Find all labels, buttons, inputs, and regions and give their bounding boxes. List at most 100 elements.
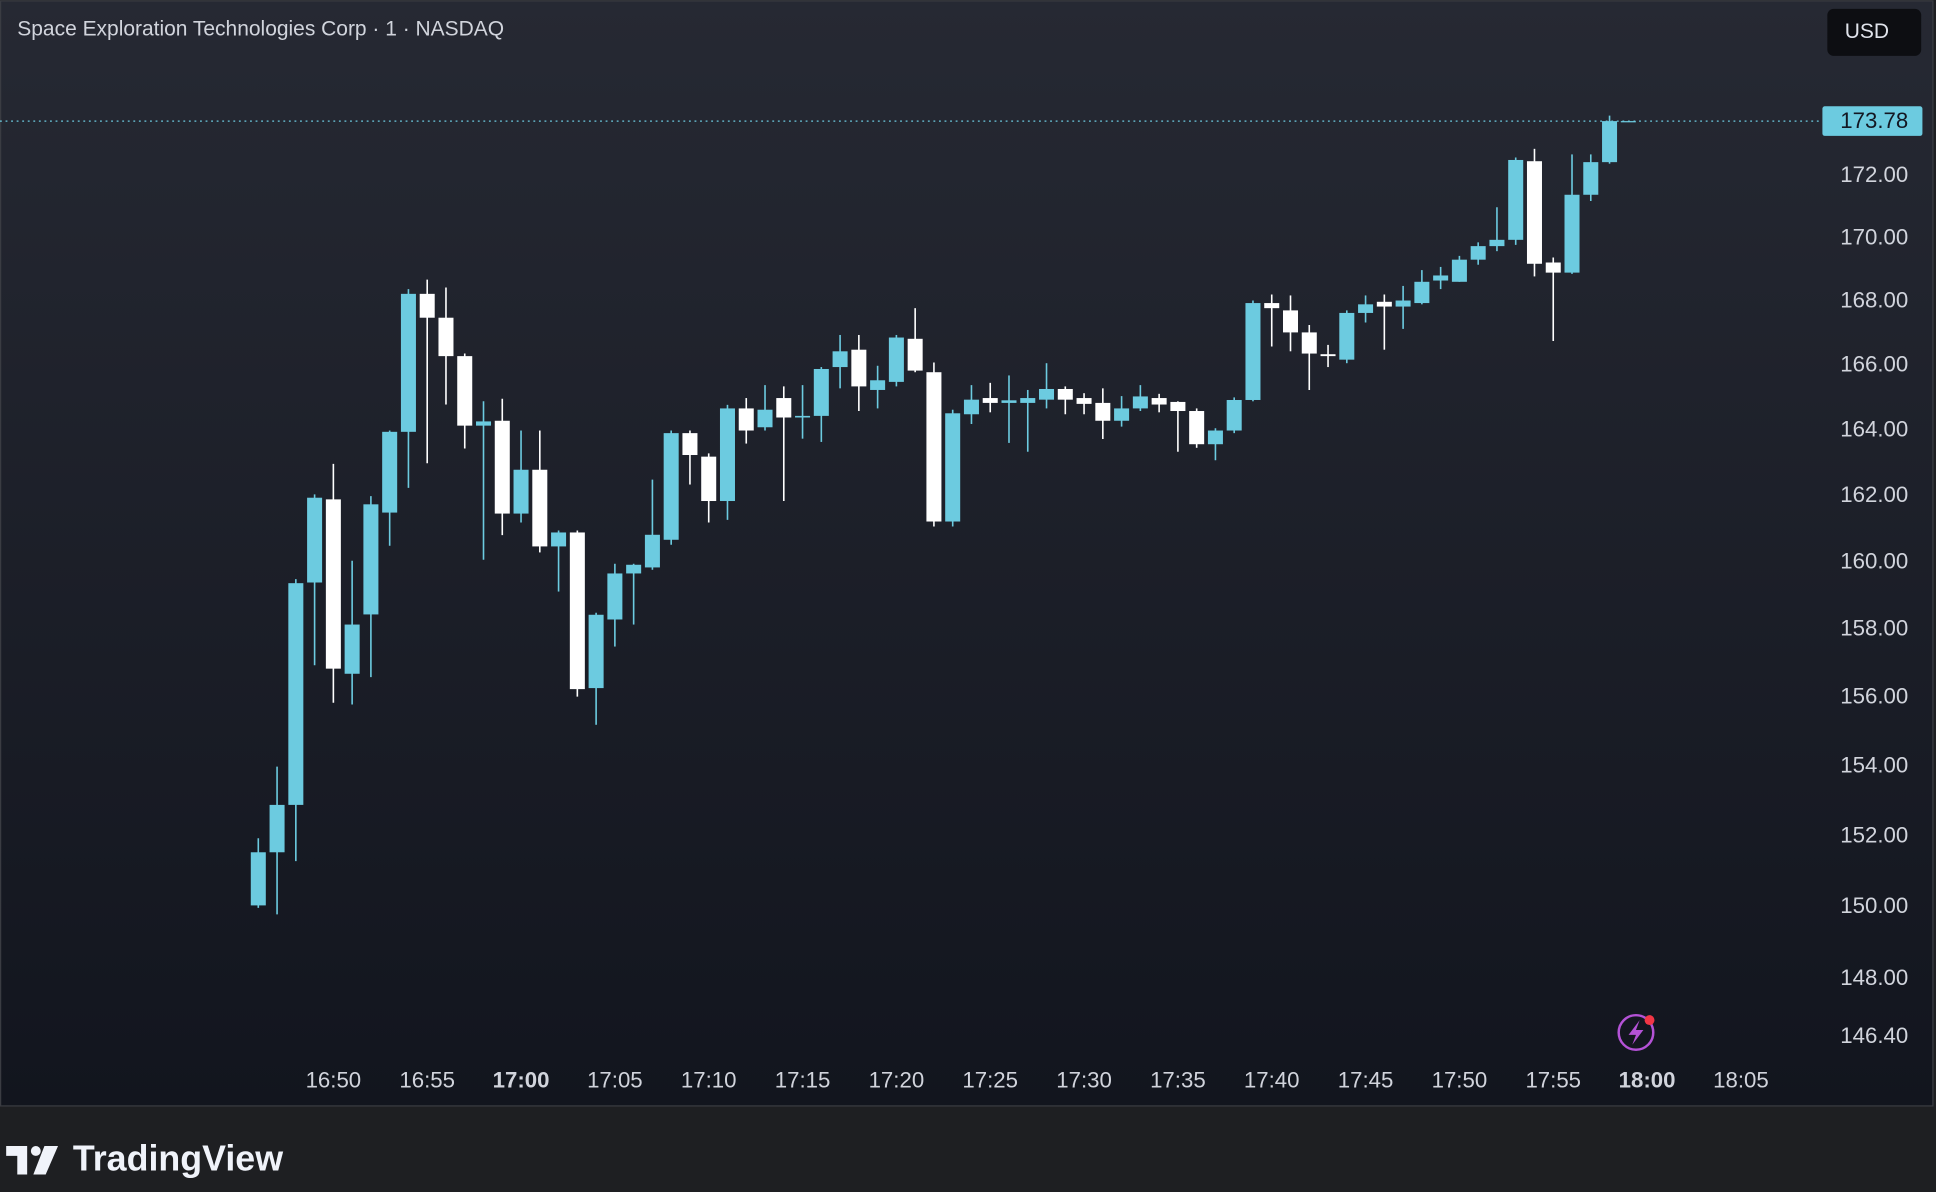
- candle-body: [888, 337, 904, 382]
- candle-body: [1076, 398, 1092, 404]
- y-tick-label: 160.00: [1840, 548, 1908, 573]
- x-tick-label: 17:25: [962, 1068, 1018, 1093]
- candle-body: [1564, 194, 1580, 273]
- candle-body: [494, 420, 510, 514]
- x-tick-label: 18:00: [1619, 1068, 1676, 1093]
- candle-body: [719, 408, 735, 502]
- candle-body: [907, 338, 923, 371]
- y-tick-label: 170.00: [1840, 224, 1908, 249]
- candle-body: [1339, 312, 1355, 360]
- candle-body: [813, 368, 829, 416]
- candle-body: [1545, 262, 1561, 273]
- candle-body: [1207, 430, 1223, 445]
- y-tick-label: 154.00: [1840, 752, 1908, 777]
- candle-body: [626, 564, 642, 574]
- candle-body: [1170, 401, 1186, 412]
- candle-body: [870, 380, 886, 390]
- y-tick-label: 152.00: [1840, 822, 1908, 847]
- y-tick-label: 148.00: [1840, 965, 1908, 990]
- currency-button[interactable]: [1827, 8, 1922, 56]
- candle-body: [1151, 398, 1167, 405]
- y-tick-label: 172.00: [1840, 162, 1908, 187]
- candle-body: [400, 293, 416, 432]
- x-tick-label: 17:30: [1056, 1068, 1112, 1093]
- x-tick-label: 17:05: [587, 1068, 643, 1093]
- candle-body: [363, 504, 379, 615]
- candle-body: [757, 409, 773, 428]
- last-price-box: [1822, 106, 1923, 136]
- candle-body: [1282, 310, 1299, 333]
- chart-background: [0, 0, 1934, 1107]
- candle-body: [1001, 400, 1017, 403]
- candle-body: [1264, 303, 1280, 309]
- x-tick-label: 17:35: [1150, 1068, 1206, 1093]
- y-tick-label: 150.00: [1840, 893, 1908, 918]
- plot-area: [250, 115, 1636, 915]
- candle-body: [1245, 303, 1261, 400]
- y-tick-label: 166.00: [1840, 352, 1908, 377]
- candle-body: [1095, 402, 1111, 421]
- x-tick-label: 17:10: [681, 1068, 737, 1093]
- candle-body: [607, 573, 623, 620]
- candle-body: [1132, 396, 1148, 409]
- candle-body: [644, 534, 660, 568]
- candle-body: [851, 349, 867, 387]
- y-tick-label: 156.00: [1840, 684, 1908, 709]
- candle-body: [832, 351, 848, 368]
- candle-body: [513, 469, 529, 514]
- candle-body: [663, 433, 679, 540]
- y-tick-label: 158.00: [1840, 615, 1908, 640]
- candle-body: [307, 497, 323, 583]
- candle-body: [475, 421, 492, 426]
- candle-body: [457, 356, 473, 426]
- candle-body: [569, 532, 585, 690]
- candle-body: [1320, 354, 1336, 357]
- candle-body: [1433, 275, 1449, 281]
- candle-body: [1057, 388, 1073, 400]
- candle-body: [795, 415, 811, 418]
- y-tick-label: 146.40: [1840, 1023, 1908, 1048]
- candle-body: [1226, 399, 1242, 431]
- x-tick-label: 17:50: [1432, 1068, 1488, 1093]
- y-tick-label: 164.00: [1840, 416, 1908, 441]
- candle-body: [588, 614, 604, 689]
- lightning-icon[interactable]: [1617, 1013, 1655, 1051]
- candle-body: [1526, 161, 1542, 264]
- x-tick-label: 17:45: [1338, 1068, 1394, 1093]
- x-tick-label: 17:40: [1244, 1068, 1300, 1093]
- y-tick-label: 168.00: [1840, 288, 1908, 313]
- candle-body: [1602, 121, 1618, 163]
- x-tick-label: 17:55: [1525, 1068, 1581, 1093]
- x-tick-label: 17:20: [869, 1068, 925, 1093]
- candle-body: [1189, 411, 1205, 445]
- x-tick-label: 18:05: [1713, 1068, 1769, 1093]
- candle-body: [344, 624, 360, 674]
- candle-body: [532, 469, 548, 547]
- candle-body: [738, 408, 754, 431]
- candle-body: [438, 317, 454, 357]
- candle-body: [1020, 398, 1036, 403]
- currency-label[interactable]: USD: [1845, 20, 1889, 43]
- candle-body: [1451, 259, 1467, 282]
- x-tick-label: 17:15: [775, 1068, 831, 1093]
- brand-name: TradingView: [73, 1138, 283, 1178]
- candle-body: [250, 852, 266, 906]
- candle-body: [1358, 304, 1374, 313]
- candle-body: [288, 583, 304, 805]
- candle-body: [382, 431, 398, 513]
- candle-body: [1114, 408, 1130, 421]
- candle-body: [1376, 301, 1392, 307]
- candle-body: [1414, 281, 1430, 304]
- y-tick-label: 162.00: [1840, 482, 1908, 507]
- chart-title: Space Exploration Technologies Corp · 1 …: [17, 17, 504, 40]
- x-tick-label: 17:00: [493, 1068, 550, 1093]
- candle-body: [325, 499, 341, 669]
- x-tick-label: 16:55: [399, 1068, 455, 1093]
- candle-body: [982, 398, 998, 403]
- x-tick-label: 16:50: [306, 1068, 362, 1093]
- candle-body: [1508, 159, 1524, 240]
- candle-body: [1470, 246, 1486, 260]
- candle-body: [701, 456, 717, 502]
- candle-body: [1039, 388, 1055, 400]
